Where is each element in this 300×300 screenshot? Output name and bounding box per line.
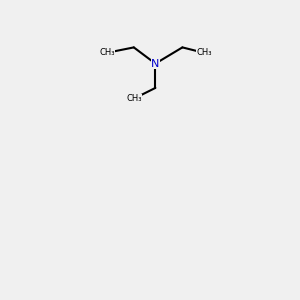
Text: CH₃: CH₃ [99,48,115,57]
Text: N: N [151,58,160,69]
Text: CH₃: CH₃ [196,48,212,57]
Text: CH₃: CH₃ [126,94,142,103]
